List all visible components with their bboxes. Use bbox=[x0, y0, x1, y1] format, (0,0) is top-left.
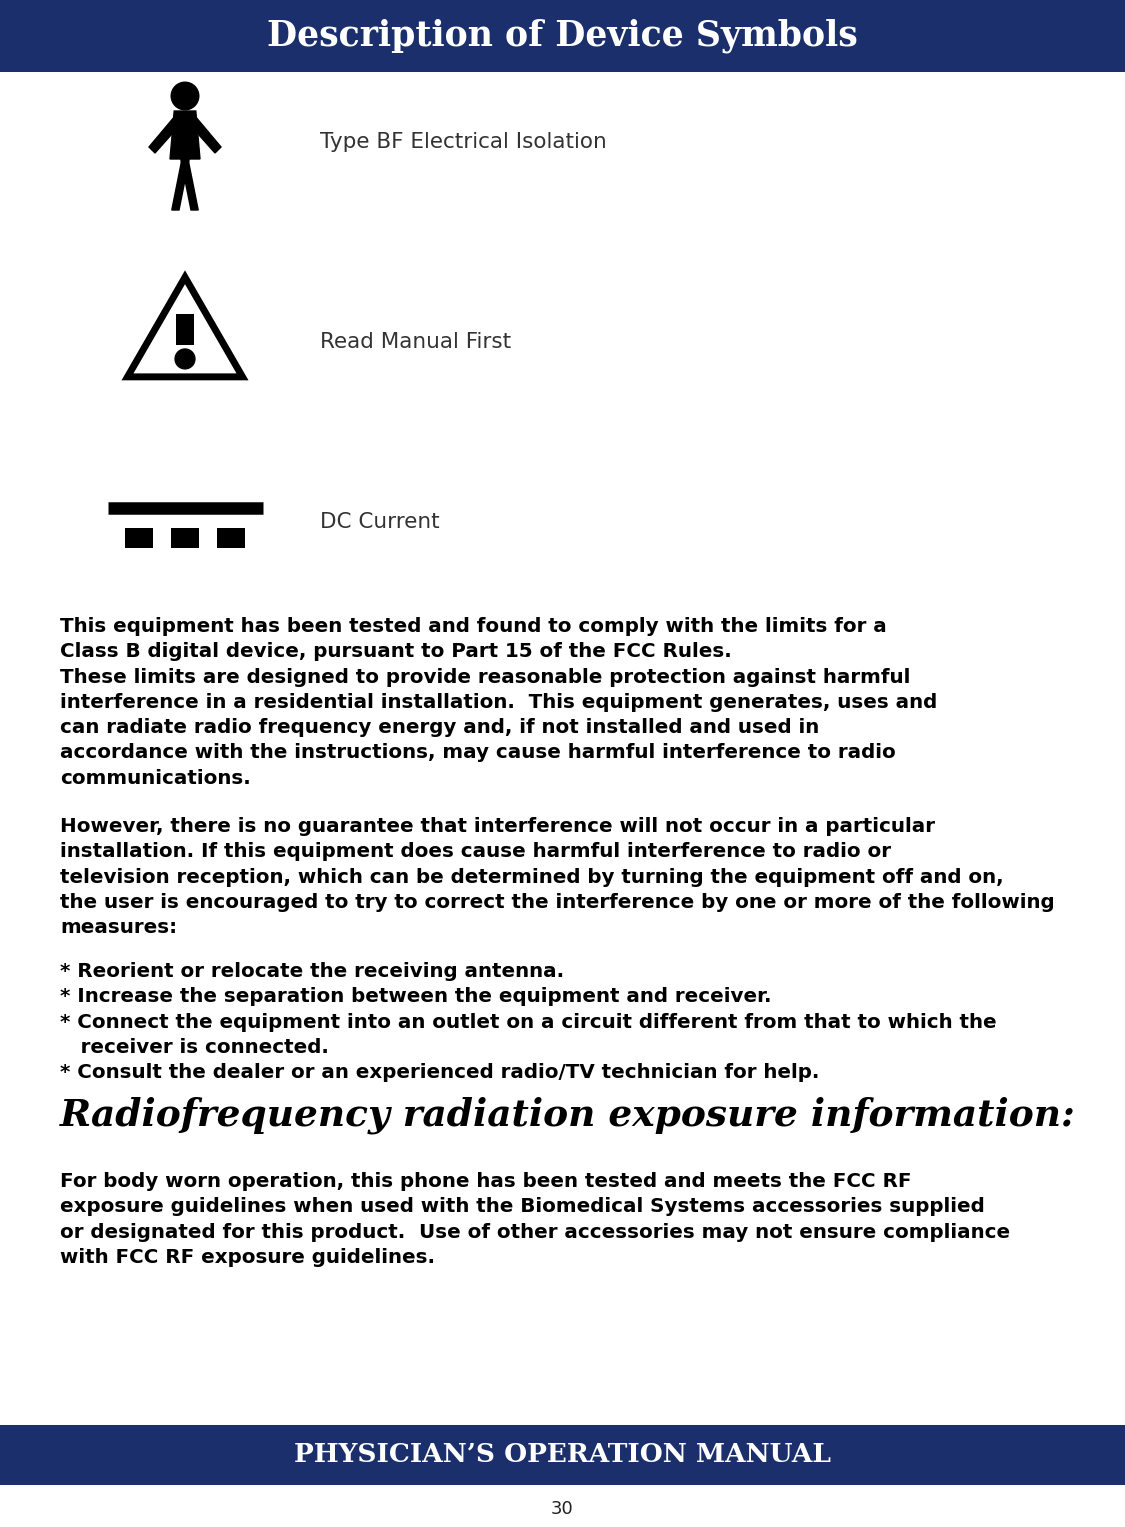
Text: For body worn operation, this phone has been tested and meets the FCC RF
exposur: For body worn operation, this phone has … bbox=[60, 1173, 1010, 1267]
Text: * Reorient or relocate the receiving antenna.
* Increase the separation between : * Reorient or relocate the receiving ant… bbox=[60, 962, 997, 1083]
Circle shape bbox=[176, 350, 195, 370]
Text: Type BF Electrical Isolation: Type BF Electrical Isolation bbox=[319, 131, 606, 153]
Text: 30: 30 bbox=[551, 1500, 574, 1518]
Circle shape bbox=[171, 82, 199, 110]
Bar bbox=[171, 528, 199, 548]
Polygon shape bbox=[177, 315, 193, 345]
Polygon shape bbox=[127, 278, 243, 377]
Polygon shape bbox=[191, 118, 220, 153]
Bar bbox=[125, 528, 153, 548]
Text: Radiofrequency radiation exposure information:: Radiofrequency radiation exposure inform… bbox=[60, 1096, 1076, 1135]
Bar bbox=[217, 528, 245, 548]
Polygon shape bbox=[181, 159, 198, 211]
Text: Description of Device Symbols: Description of Device Symbols bbox=[267, 18, 858, 53]
Polygon shape bbox=[170, 111, 200, 159]
Polygon shape bbox=[172, 159, 189, 211]
Bar bbox=[0, 1425, 1125, 1484]
Text: Read Manual First: Read Manual First bbox=[319, 331, 511, 353]
Text: However, there is no guarantee that interference will not occur in a particular
: However, there is no guarantee that inte… bbox=[60, 817, 1054, 938]
Bar bbox=[0, 0, 1125, 72]
Polygon shape bbox=[148, 118, 179, 153]
Text: This equipment has been tested and found to comply with the limits for a
Class B: This equipment has been tested and found… bbox=[60, 617, 937, 788]
Text: PHYSICIAN’S OPERATION MANUAL: PHYSICIAN’S OPERATION MANUAL bbox=[294, 1443, 831, 1467]
Text: DC Current: DC Current bbox=[319, 512, 440, 531]
